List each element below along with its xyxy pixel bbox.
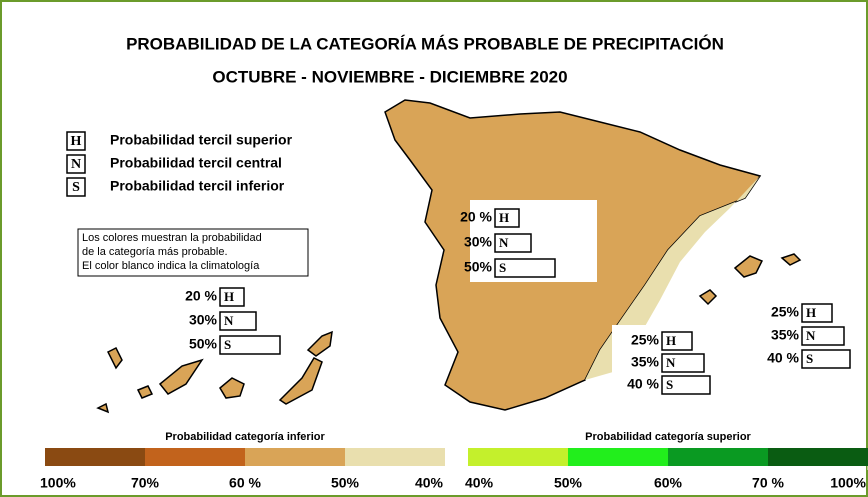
legend-label: Probabilidad tercil central [110, 155, 282, 171]
note-line: El color blanco indica la climatología [82, 260, 260, 272]
scale-tick-label: 40% [415, 475, 444, 491]
legend-box [66, 154, 86, 174]
probability-bar [494, 233, 532, 253]
probability-bar [219, 335, 281, 355]
tercile-code: N [666, 355, 676, 370]
scale-swatch [668, 448, 768, 466]
probability-label: 30% [189, 312, 218, 328]
probability-label: 30% [464, 234, 493, 250]
probability-bar [801, 303, 833, 323]
scale-swatch [45, 448, 145, 466]
tercile-code: S [499, 260, 506, 275]
tercile-code: H [806, 305, 816, 320]
menorca [780, 253, 802, 266]
probability-label: 40 % [767, 350, 799, 366]
scale-tick-label: 50% [331, 475, 360, 491]
fuerteventura [278, 357, 323, 405]
probability-label: 20 % [185, 288, 217, 304]
el-hierro [136, 385, 154, 399]
legend-box [66, 131, 86, 151]
scale-tick-label: 70% [131, 475, 160, 491]
tercile-code: N [806, 328, 816, 343]
legend-code: H [71, 134, 82, 149]
probability-bar [494, 258, 556, 278]
probability-bar [494, 208, 520, 228]
probability-bar [801, 349, 851, 369]
tercile-code: H [224, 289, 234, 304]
scale-title: Probabilidad categoría inferior [165, 431, 325, 443]
tercile-code: N [224, 313, 234, 328]
scale-tick-label: 40% [465, 475, 494, 491]
probability-label: 40 % [627, 376, 659, 392]
probability-label: 20 % [460, 209, 492, 225]
mallorca [733, 255, 764, 278]
islands [96, 253, 802, 414]
scale-tick-label: 60 % [229, 475, 261, 491]
scale-swatch [568, 448, 668, 466]
tercile-code: N [499, 235, 509, 250]
lanzarote [306, 330, 333, 357]
note-line: Los colores muestran la probabilidad [82, 232, 262, 244]
probability-label: 25% [771, 304, 800, 320]
tenerife [158, 358, 204, 395]
probability-bar [661, 331, 693, 351]
legend-code: N [71, 157, 81, 172]
scale-tick-label: 60% [654, 475, 683, 491]
legend-label: Probabilidad tercil inferior [110, 178, 285, 194]
probability-bar [219, 311, 257, 331]
scale-tick-label: 50% [554, 475, 583, 491]
probability-label: 25% [631, 332, 660, 348]
gran-canaria [219, 377, 245, 399]
probability-label: 50% [189, 336, 218, 352]
scale-swatch [768, 448, 868, 466]
la-gomera [96, 402, 110, 414]
scale-title: Probabilidad categoría superior [585, 431, 751, 443]
scale-swatch [468, 448, 568, 466]
probability-bar [219, 287, 245, 307]
probability-bar [801, 326, 845, 346]
scale-swatch [345, 448, 445, 466]
scale-tick-label: 100% [830, 475, 866, 491]
tercile-code: S [806, 351, 813, 366]
tercile-code: S [224, 337, 231, 352]
scale-swatch [145, 448, 245, 466]
scale-swatch [245, 448, 345, 466]
legend-box [66, 177, 86, 197]
title: PROBABILIDAD DE LA CATEGORÍA MÁS PROBABL… [126, 34, 724, 53]
probability-bar [661, 353, 705, 373]
note-line: de la categoría más probable. [82, 246, 228, 258]
tercile-code: S [666, 377, 673, 392]
la-palma [106, 346, 123, 370]
note-box [77, 228, 309, 277]
probability-bar [661, 375, 711, 395]
tercile-code: H [666, 333, 676, 348]
probability-label: 35% [631, 354, 660, 370]
scale-tick-label: 100% [40, 475, 76, 491]
ibiza [698, 289, 718, 306]
legend-code: S [72, 180, 80, 195]
scale-tick-label: 70 % [752, 475, 784, 491]
subtitle: OCTUBRE - NOVIEMBRE - DICIEMBRE 2020 [212, 67, 567, 86]
tercile-code: H [499, 210, 509, 225]
probability-label: 35% [771, 327, 800, 343]
probability-label: 50% [464, 259, 493, 275]
legend-label: Probabilidad tercil superior [110, 132, 293, 148]
